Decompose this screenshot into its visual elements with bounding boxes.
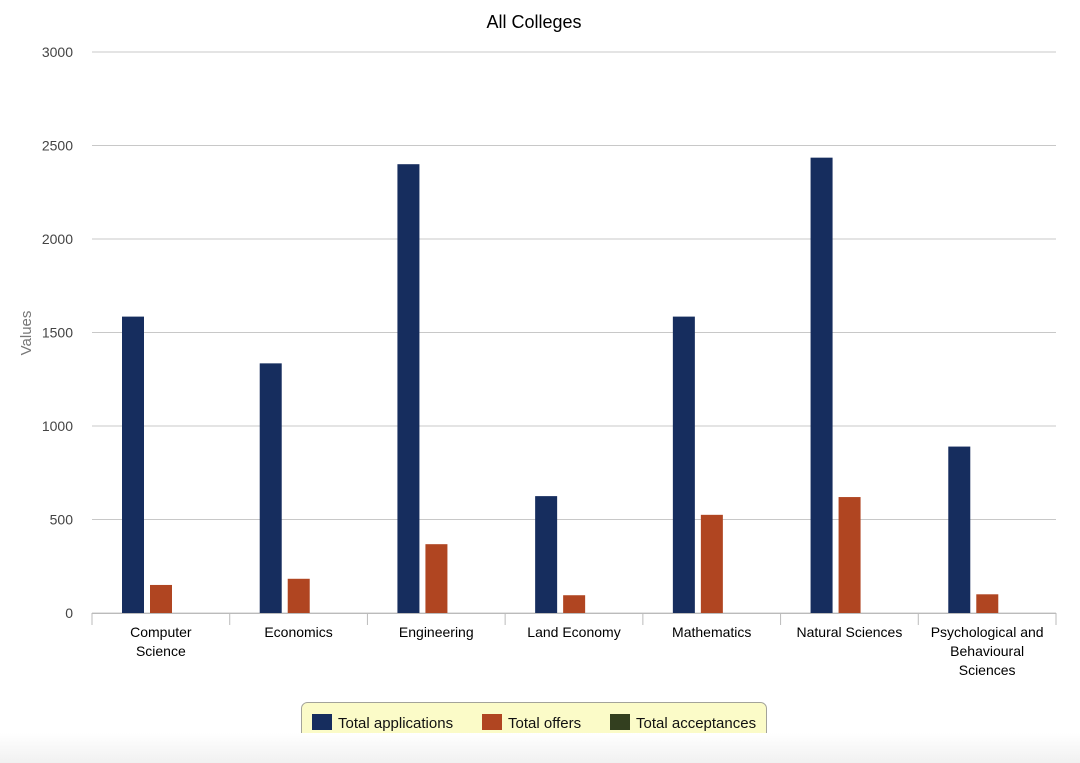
bar-total-offers <box>838 497 861 613</box>
legend[interactable]: Total applications Total offers Total acce… <box>301 702 767 742</box>
bar-total-offers <box>287 578 310 613</box>
gridlines <box>92 51 1056 614</box>
y-tick-label: 500 <box>50 512 74 528</box>
bar-total-applications <box>259 363 282 613</box>
x-tick-label: Engineering <box>399 624 474 640</box>
bar-total-offers <box>700 514 723 613</box>
bar-total-offers <box>563 595 586 613</box>
legend-label: Total applications <box>338 715 453 732</box>
y-tick-label: 1000 <box>42 418 73 434</box>
bar-total-applications <box>122 316 144 613</box>
chart-title: All Colleges <box>486 12 581 32</box>
y-axis-label: Values <box>18 311 35 356</box>
x-tick-label-line: Mathematics <box>672 624 751 640</box>
legend-label: Total acceptances <box>636 715 756 732</box>
bar-total-offers <box>150 584 172 613</box>
x-tick-label-line: Engineering <box>399 624 474 640</box>
y-tick-label: 2000 <box>42 231 73 247</box>
page-bottom-edge <box>0 733 1080 763</box>
x-tick-label: Economics <box>264 624 332 640</box>
x-tick-label-line: Behavioural <box>950 643 1024 659</box>
legend-swatch <box>610 714 630 730</box>
legend-label: Total offers <box>508 715 581 732</box>
x-axis <box>91 613 1057 625</box>
bar-total-applications <box>810 157 833 613</box>
x-tick-label-line: Computer <box>130 624 192 640</box>
y-tick-label: 3000 <box>42 44 73 60</box>
x-tick-label-line: Science <box>136 643 186 659</box>
x-axis-labels: Computer Science Economics Engineering Land … <box>130 624 1043 678</box>
x-tick-label: Psychological and Behavioural Sciences <box>931 624 1044 678</box>
x-tick-label-line: Psychological and <box>931 624 1044 640</box>
bar-total-offers <box>976 594 999 613</box>
bar-total-applications <box>397 164 420 613</box>
x-tick-label-line: Economics <box>264 624 332 640</box>
legend-swatch <box>312 714 332 730</box>
x-tick-label: Land Economy <box>527 624 620 640</box>
bar-total-applications <box>535 496 558 613</box>
x-tick-label-line: Land Economy <box>527 624 620 640</box>
x-tick-label-line: Natural Sciences <box>797 624 903 640</box>
bar-total-offers <box>425 544 448 613</box>
y-tick-label: 2500 <box>42 138 73 154</box>
x-tick-label-line: Sciences <box>959 662 1016 678</box>
bars <box>122 157 999 613</box>
bar-total-applications <box>948 446 971 613</box>
y-axis-ticks: 0 500 1000 1500 2000 2500 3000 <box>42 44 73 621</box>
bar-total-applications <box>672 316 695 613</box>
y-tick-label: 1500 <box>42 325 73 341</box>
legend-swatch <box>482 714 502 730</box>
y-tick-label: 0 <box>65 605 73 621</box>
x-tick-label: Natural Sciences <box>797 624 903 640</box>
x-tick-label: Mathematics <box>672 624 751 640</box>
x-tick-label: Computer Science <box>130 624 192 659</box>
